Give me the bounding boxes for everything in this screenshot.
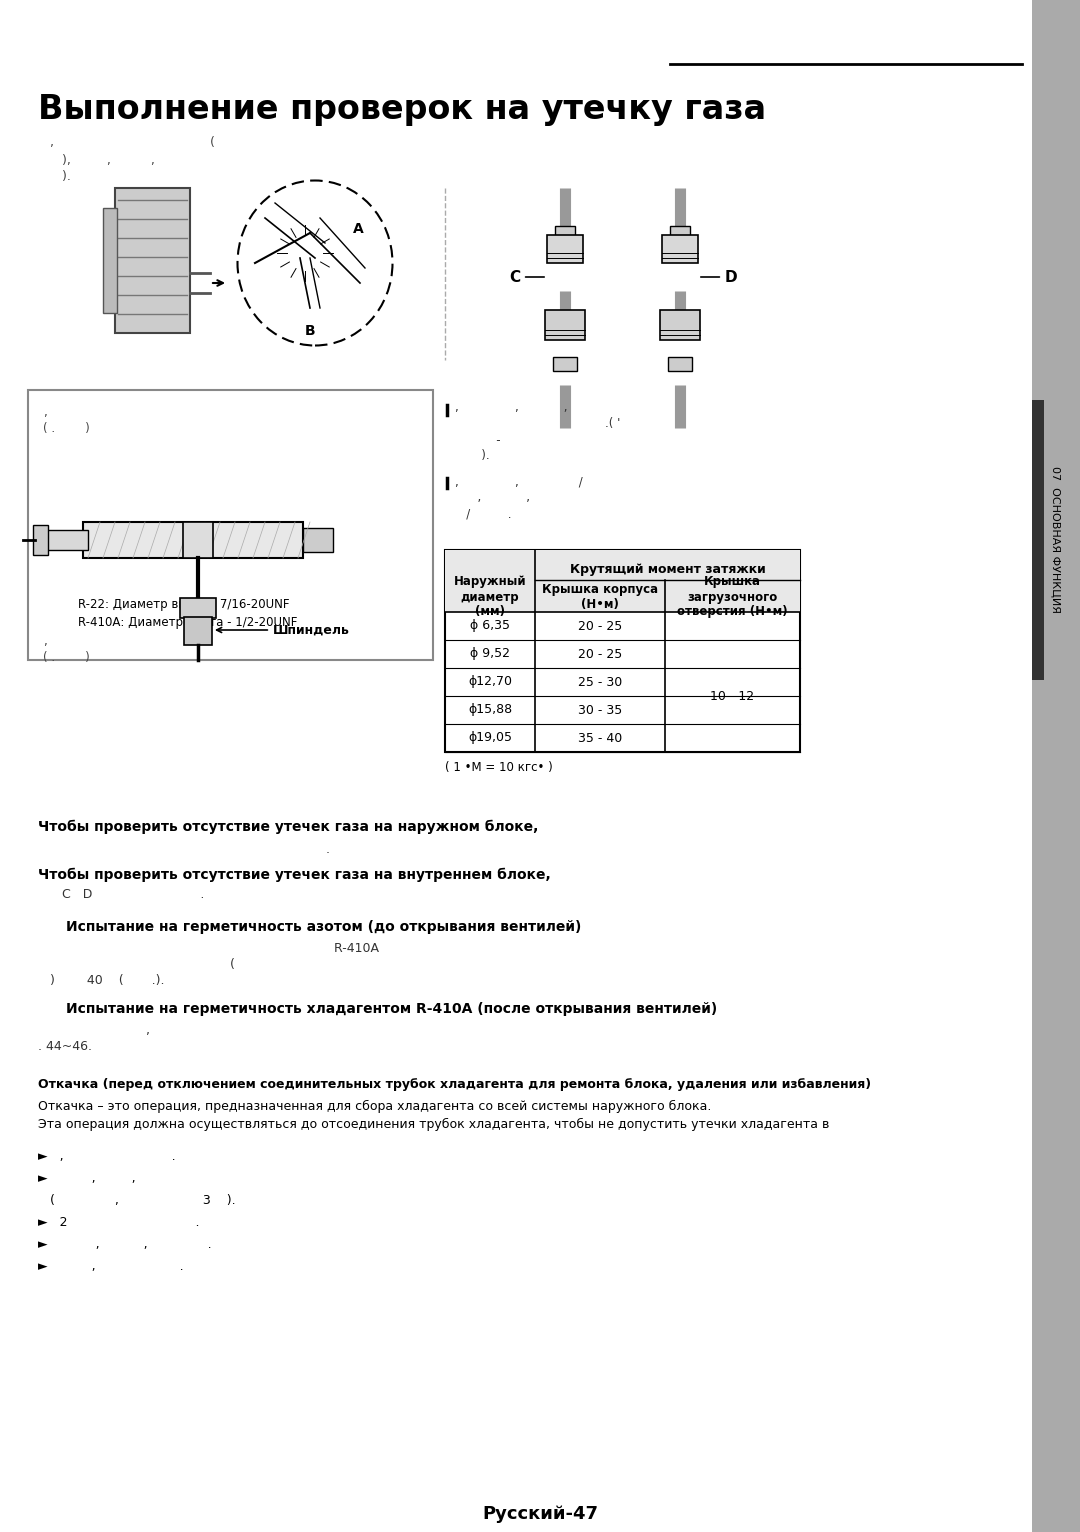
Text: (: ( [38, 958, 234, 971]
Text: ,: , [38, 1023, 150, 1037]
Text: ).: ). [50, 170, 71, 182]
Text: )        40    (       .).: ) 40 ( .). [38, 974, 164, 987]
Bar [180, 597, 216, 617]
Text: ,               ,            ,: , , , [455, 401, 567, 415]
Text: B: B [305, 323, 315, 339]
Bar [1032, 0, 1080, 1532]
Text: Испытание на герметичность азотом (до открывания вентилей): Испытание на герметичность азотом (до от… [66, 921, 581, 935]
Bar [28, 391, 433, 660]
Text: ►   2                                .: ► 2 . [38, 1216, 200, 1229]
Text: .: . [38, 843, 330, 856]
Text: R-22: Диаметр винта - 7/16-20UNF: R-22: Диаметр винта - 7/16-20UNF [78, 597, 289, 611]
Bar [183, 522, 213, 558]
Text: A: A [353, 222, 364, 236]
Bar [555, 227, 575, 237]
Bar [303, 529, 333, 552]
Bar [38, 530, 87, 550]
Text: Крышка корпуса
(Н•м): Крышка корпуса (Н•м) [542, 584, 658, 611]
Bar [114, 188, 190, 332]
Text: R-410A: R-410A [38, 942, 379, 954]
Text: ɸ19,05: ɸ19,05 [468, 731, 512, 745]
Text: ►   ,                           .: ► , . [38, 1151, 176, 1163]
Text: ( .        ): ( . ) [43, 421, 90, 435]
Text: 07  ОСНОВНАЯ ФУНКЦИЯ: 07 ОСНОВНАЯ ФУНКЦИЯ [1051, 467, 1061, 613]
Bar [1032, 400, 1044, 680]
Text: ,                                       (: , ( [50, 136, 215, 149]
Text: D: D [701, 270, 738, 285]
Text: 30 - 35: 30 - 35 [578, 703, 622, 717]
Text: ►           ,         ,: ► , , [38, 1172, 136, 1184]
Text: C   D                           .: C D . [38, 889, 204, 901]
Text: ɸ15,88: ɸ15,88 [468, 703, 512, 717]
Bar [445, 550, 800, 752]
Text: Наружный
диаметр
(мм): Наружный диаметр (мм) [454, 576, 526, 619]
Text: R-410А: Диаметр винта - 1/2-20UNF: R-410А: Диаметр винта - 1/2-20UNF [78, 616, 297, 630]
Bar [103, 208, 117, 313]
Text: .( ': .( ' [455, 418, 620, 430]
Text: Крышка
загрузочного
отверстия (Н•м): Крышка загрузочного отверстия (Н•м) [677, 576, 787, 619]
Text: Чтобы проверить отсутствие утечек газа на наружном блоке,: Чтобы проверить отсутствие утечек газа н… [38, 820, 538, 835]
Text: ɸ 6,35: ɸ 6,35 [470, 619, 510, 633]
Text: ɸ 9,52: ɸ 9,52 [470, 648, 510, 660]
Bar [553, 357, 577, 371]
Bar [545, 309, 585, 340]
Text: Эта операция должна осуществляться до отсоединения трубок хладагента, чтобы не д: Эта операция должна осуществляться до от… [38, 1118, 829, 1131]
Text: ,: , [43, 634, 46, 648]
Bar [662, 234, 698, 264]
Text: Выполнение проверок на утечку газа: Выполнение проверок на утечку газа [38, 93, 766, 126]
Text: ( 1 •М = 10 кгс• ): ( 1 •М = 10 кгс• ) [445, 761, 553, 775]
Bar [669, 357, 692, 371]
Text: Крутящий момент затяжки: Крутящий момент затяжки [569, 564, 766, 576]
Text: ►           ,                     .: ► , . [38, 1259, 184, 1273]
Text: ,               ,                /: , , / [455, 475, 583, 489]
Text: Чтобы проверить отсутствие утечек газа на внутреннем блоке,: Чтобы проверить отсутствие утечек газа н… [38, 869, 551, 882]
Text: 25 - 30: 25 - 30 [578, 676, 622, 688]
Text: /          .: / . [455, 507, 512, 521]
Text: Испытание на герметичность хладагентом R-410А (после открывания вентилей): Испытание на герметичность хладагентом R… [66, 1002, 717, 1016]
Bar [546, 234, 583, 264]
Text: ).: ). [455, 449, 489, 463]
Text: . 44~46.: . 44~46. [38, 1040, 92, 1052]
Text: ( .        ): ( . ) [43, 651, 90, 663]
Bar [83, 522, 303, 558]
Text: Шпиндель: Шпиндель [217, 624, 350, 636]
Text: ,: , [43, 406, 46, 418]
Text: Откачка – это операция, предназначенная для сбора хладагента со всей системы нар: Откачка – это операция, предназначенная … [38, 1100, 712, 1114]
Text: ►            ,           ,               .: ► , , . [38, 1238, 212, 1252]
Bar [33, 525, 48, 555]
Text: Откачка (перед отключением соединительных трубок хладагента для ремонта блока, у: Откачка (перед отключением соединительны… [38, 1079, 872, 1091]
Bar [445, 550, 800, 611]
Text: ),         ,          ,: ), , , [50, 155, 154, 167]
Text: Русский-47: Русский-47 [482, 1504, 598, 1523]
Bar [670, 227, 690, 237]
Text: 20 - 25: 20 - 25 [578, 648, 622, 660]
Text: ɸ12,70: ɸ12,70 [468, 676, 512, 688]
Text: C: C [509, 270, 544, 285]
Text: 20 - 25: 20 - 25 [578, 619, 622, 633]
Text: 10 - 12: 10 - 12 [711, 689, 755, 703]
Text: ,            ,: , , [455, 492, 530, 504]
Text: 35 - 40: 35 - 40 [578, 731, 622, 745]
Bar [660, 309, 700, 340]
Text: -: - [455, 434, 501, 446]
Text: (               ,                     3    ).: ( , 3 ). [38, 1193, 235, 1207]
Bar [184, 617, 212, 645]
